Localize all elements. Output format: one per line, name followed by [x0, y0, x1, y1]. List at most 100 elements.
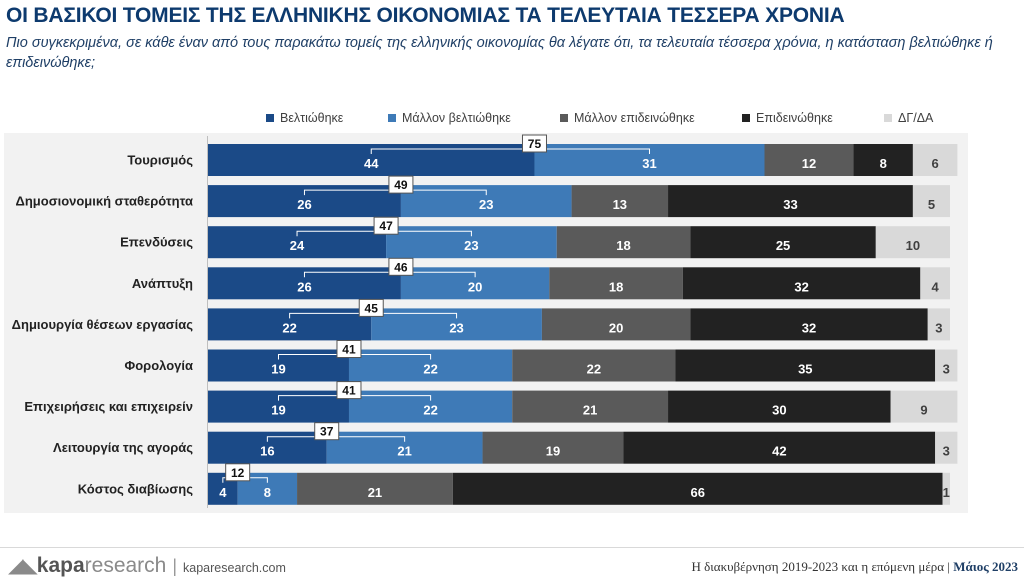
bar-segment — [690, 226, 876, 259]
category-label: Φορολογία — [125, 358, 193, 373]
page-subtitle: Πιο συγκεκριμένα, σε κάθε έναν από τους … — [6, 35, 993, 71]
category-label: Κόστος διαβίωσης — [78, 481, 194, 496]
brand-logo: ◢◣ kapa research | kaparesearch.com — [8, 553, 286, 578]
data-label: 66 — [690, 485, 704, 500]
improved-total-label: 47 — [379, 219, 393, 233]
legend-item-dk-na: ΔΓ/ΔΑ — [884, 111, 933, 125]
data-label: 42 — [772, 444, 786, 459]
bar-segment — [912, 144, 958, 176]
bar-segment — [920, 267, 950, 300]
data-label: 33 — [783, 197, 797, 212]
bar-segment — [571, 185, 669, 218]
legend-item-improved: Βελτιώθηκε — [266, 111, 343, 125]
improved-total-label: 45 — [365, 301, 379, 315]
legend-label-rather-improved: Μάλλον βελτιώθηκε — [402, 111, 511, 125]
legend-swatch-rather-improved — [388, 114, 396, 122]
report-name: Η διακυβέρνηση 2019-2023 και η επόμενη μ… — [691, 559, 945, 574]
data-label: 22 — [423, 403, 437, 418]
improved-total-box — [336, 381, 362, 400]
chart-legend: Βελτιώθηκε Μάλλον βελτιώθηκε Μάλλον επιδ… — [0, 111, 1024, 127]
bar-segment — [668, 390, 891, 423]
category-label: Επιχειρήσεις και επιχειρείν — [24, 399, 193, 414]
improved-total-label: 37 — [320, 425, 334, 439]
data-label: 30 — [772, 403, 786, 418]
data-label: 4 — [219, 485, 227, 500]
footer-divider — [0, 547, 1024, 548]
data-label: 19 — [271, 362, 285, 377]
bar-segment — [690, 308, 928, 341]
data-label: 3 — [943, 444, 950, 459]
data-label: 13 — [613, 197, 627, 212]
footer-report-info: Η διακυβέρνηση 2019-2023 και η επόμενη μ… — [692, 559, 1019, 575]
data-label: 22 — [587, 362, 601, 377]
data-label: 19 — [546, 444, 560, 459]
data-label: 20 — [609, 320, 623, 335]
bar-segment — [935, 431, 958, 464]
improved-total-label: 49 — [394, 178, 408, 192]
bar-segment — [875, 226, 950, 259]
improved-total-box — [521, 134, 547, 153]
bar-segment — [675, 349, 936, 382]
data-label: 18 — [609, 279, 623, 294]
bar-segment — [623, 431, 936, 464]
data-label: 32 — [802, 320, 816, 335]
improved-total-label: 75 — [528, 137, 542, 151]
data-label: 24 — [290, 238, 305, 253]
data-label: 23 — [449, 320, 463, 335]
category-label: Ανάπτυξη — [132, 276, 193, 291]
bar-segment — [935, 349, 958, 382]
data-label: 8 — [264, 485, 271, 500]
bar-segment — [541, 308, 691, 341]
data-label: 44 — [364, 156, 379, 171]
category-label: Δημιουργία θέσεων εργασίας — [12, 317, 194, 332]
data-label: 8 — [880, 156, 887, 171]
data-label: 26 — [297, 279, 311, 294]
data-label: 31 — [642, 156, 656, 171]
data-label: 23 — [464, 238, 478, 253]
data-label: 21 — [368, 485, 382, 500]
improved-total-label: 46 — [394, 260, 408, 274]
bar-segment — [512, 390, 669, 423]
category-label: Τουρισμός — [127, 153, 193, 168]
legend-label-dk-na: ΔΓ/ΔΑ — [898, 111, 934, 125]
data-label: 16 — [260, 444, 274, 459]
legend-label-improved: Βελτιώθηκε — [280, 111, 344, 125]
category-label: Δημοσιονομική σταθερότητα — [16, 194, 193, 209]
data-label: 6 — [932, 156, 939, 171]
improved-total-label: 41 — [342, 384, 356, 398]
legend-swatch-improved — [266, 114, 274, 122]
brand-url-link[interactable]: kaparesearch.com — [183, 561, 286, 575]
bar-segment — [853, 144, 913, 176]
category-label: Επενδύσεις — [120, 235, 193, 250]
data-label: 21 — [583, 403, 597, 418]
data-label: 20 — [468, 279, 482, 294]
data-label: 10 — [906, 238, 920, 253]
data-label: 32 — [794, 279, 808, 294]
bar-segment — [912, 185, 950, 218]
bar-segment — [482, 431, 624, 464]
legend-item-worsened: Επιδεινώθηκε — [742, 111, 833, 125]
data-label: 3 — [943, 362, 950, 377]
improved-total-label: 41 — [342, 343, 356, 357]
bar-segment — [549, 267, 683, 300]
data-label: 9 — [920, 403, 927, 418]
brand-mark-icon: ◢◣ — [8, 555, 38, 577]
data-label: 5 — [928, 197, 935, 212]
bar-segment — [512, 349, 676, 382]
bar-segment — [297, 472, 453, 505]
brand-name-kapa: kapa — [36, 554, 85, 577]
data-label: 3 — [935, 320, 942, 335]
legend-swatch-rather-worsened — [560, 114, 568, 122]
bar-segment — [682, 267, 921, 300]
legend-label-rather-worsened: Μάλλον επιδεινώθηκε — [574, 111, 695, 125]
improved-total-box — [225, 463, 251, 482]
data-label: 21 — [397, 444, 411, 459]
bar-segment — [452, 472, 943, 505]
legend-swatch-dk-na — [884, 114, 892, 122]
improved-total-box — [358, 298, 384, 317]
bar-segment — [764, 144, 854, 176]
data-label: 18 — [616, 238, 630, 253]
improved-total-box — [373, 216, 399, 235]
bar-segment — [890, 390, 958, 423]
data-label: 1 — [943, 485, 950, 500]
